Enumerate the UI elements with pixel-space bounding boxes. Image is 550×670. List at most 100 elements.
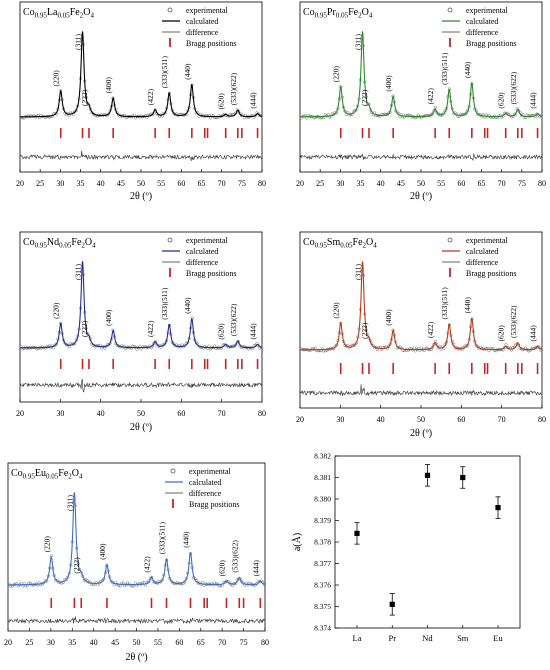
x-tick-label: 70 [498,179,506,188]
title-part: O [83,7,90,18]
peak-label: (333)(511) [440,52,449,85]
title-part: Co [23,237,35,248]
y-tick-label: 8.377 [314,559,331,568]
peak-label: (222) [360,322,369,339]
x-tick-label: 25 [316,179,324,188]
legend-entry: experimental [186,6,229,15]
peak-label: (440) [183,297,192,314]
peak-label: (444) [529,92,538,109]
peak-label: (422) [426,321,435,338]
x-tick-label: 80 [258,179,266,188]
title-subscript: 0.05 [336,12,349,20]
peak-label: (220) [42,536,51,553]
title-subscript: 2 [80,12,84,20]
experimental-point [111,581,115,585]
experimental-point [32,114,36,118]
data-point [495,505,501,511]
peak-label: (400) [104,77,113,94]
peak-label: (533)(622) [229,72,238,105]
legend-entry: Bragg positions [189,500,239,509]
experimental-point [213,344,217,348]
experimental-point [258,113,262,117]
plot-frame [299,231,543,409]
experimental-point [160,578,164,582]
title-subscript: 0.95 [315,12,328,20]
peak-label: (440) [463,297,472,314]
x-tick-label: 50 [417,179,425,188]
experimental-point [490,115,494,119]
x-tick-label: 70 [498,415,506,424]
peak-label: (220) [332,302,341,319]
experimental-point [132,584,136,588]
peak-label: (533)(622) [230,540,239,573]
y-tick-label: 8.375 [314,602,331,611]
data-point [354,530,360,536]
x-tick-label: 25 [36,179,44,188]
difference-line [299,384,542,397]
peak-label: (440) [463,61,472,78]
legend-marker-experimental [447,7,453,13]
x-tick-label: 20 [4,638,12,647]
title-subscript: 0.95 [35,242,48,250]
experimental-point [135,583,139,587]
y-tick-label: 8.378 [314,538,331,547]
y-tick-label: 8.381 [314,473,331,482]
x-axis-label: 2θ (º) [130,191,152,202]
title-subscript: 2 [81,242,85,250]
difference-line [19,150,262,162]
experimental-point [387,344,391,348]
experimental-point [25,583,29,587]
panel-title: Co0.95Nd0.05Fe2O4 [23,237,96,250]
experimental-point [107,112,111,116]
experimental-point [169,579,173,583]
x-tick-label: 55 [437,179,445,188]
xrd-panel-sm: (220) (311) (222) (400) (422) (333)(511) (440)… [296,231,546,439]
peak-label: (311) [354,264,363,280]
x-tick-label: 30 [47,638,55,647]
x-tick-label: Pr [388,633,396,643]
legend-entry: experimental [186,236,229,245]
x-axis-label: 2θ (º) [410,191,432,202]
title-subscript: 4 [92,242,96,250]
y-tick-label: 8.376 [314,581,331,590]
legend-entry: calculated [186,247,218,256]
legend-entry: Bragg positions [186,269,236,278]
peak-label: (620) [217,323,226,340]
peak-label: (400) [104,309,113,326]
panel-title: Co0.95Sm0.05Fe2O4 [303,237,377,250]
legend-entry: difference [466,28,499,37]
x-tick-label: 65 [198,179,206,188]
x-tick-label: 50 [417,415,425,424]
experimental-point [55,342,59,346]
peak-label: (444) [529,325,538,342]
x-tick-label: 40 [377,179,385,188]
experimental-point [476,345,480,349]
title-part: Fe [353,237,364,248]
x-tick-label: 60 [177,179,185,188]
panel-title: Co0.95Eu0.05Fe2O4 [11,468,83,481]
experimental-point [439,113,443,117]
legend-marker-experimental [170,468,176,474]
legend-entry: calculated [189,478,221,487]
experimental-point [344,344,348,348]
panel-title: Co0.95La0.05Fe2O4 [23,7,94,20]
title-part: Eu [35,468,46,479]
experimental-point [505,346,509,350]
x-tick-label: 55 [154,638,162,647]
x-tick-label: 35 [68,638,76,647]
x-tick-label: 45 [397,179,405,188]
x-tick-label: 70 [218,409,226,418]
experimental-point [249,582,253,586]
experimental-point [28,581,32,585]
x-tick-label: 50 [137,179,145,188]
calculated-line [20,261,263,349]
title-part: Co [303,7,315,18]
peak-label: (533)(622) [229,303,238,336]
experimental-point [430,112,434,116]
x-tick-label: 60 [175,638,183,647]
calculated-line [300,261,543,351]
calculated-line [300,31,543,118]
legend-entry: difference [186,28,219,37]
peak-label: (440) [183,63,192,80]
